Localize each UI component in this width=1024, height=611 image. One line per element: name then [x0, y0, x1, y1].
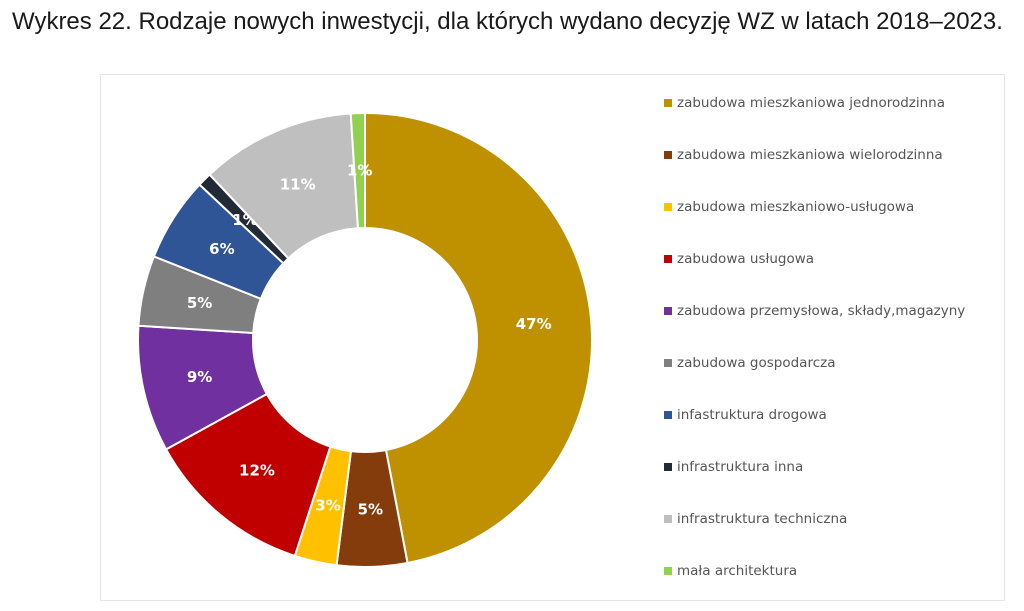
legend-swatch — [664, 359, 672, 367]
data-label-zabudowa-przemyslowa-sklady-magazyny: 9% — [187, 368, 212, 386]
data-label-mala-architektura: 1% — [347, 162, 372, 180]
data-label-zabudowa-uslugowa: 12% — [239, 462, 275, 480]
legend-item-infrastruktura-inna: infrastruktura inna — [664, 459, 803, 475]
legend-item-mala-architektura: mała architektura — [664, 563, 797, 579]
legend-item-zabudowa-uslugowa: zabudowa usługowa — [664, 251, 814, 267]
legend-item-zabudowa-gospodarcza: zabudowa gospodarcza — [664, 355, 836, 371]
data-label-zabudowa-gospodarcza: 5% — [187, 294, 212, 312]
legend-label: zabudowa mieszkaniowo-usługowa — [677, 199, 915, 215]
data-label-infastruktura-drogowa: 6% — [209, 240, 234, 258]
data-label-zabudowa-mieszkaniowa-jednorodzinna: 47% — [516, 315, 552, 333]
legend-swatch — [664, 151, 672, 159]
legend-label: infrastruktura techniczna — [677, 511, 848, 527]
legend-label: infastruktura drogowa — [677, 407, 827, 423]
data-label-zabudowa-mieszkaniowa-wielorodzinna: 5% — [358, 500, 383, 518]
legend-item-zabudowa-mieszkaniowa-wielorodzinna: zabudowa mieszkaniowa wielorodzinna — [664, 147, 943, 163]
legend-swatch — [664, 255, 672, 263]
legend-label: zabudowa usługowa — [677, 251, 815, 267]
chart-frame — [100, 74, 1005, 601]
legend-swatch — [664, 203, 672, 211]
legend-swatch — [664, 515, 672, 523]
legend-item-infastruktura-drogowa: infastruktura drogowa — [664, 407, 827, 423]
legend-item-infrastruktura-techniczna: infrastruktura techniczna — [664, 511, 847, 527]
legend-label: zabudowa mieszkaniowa wielorodzinna — [677, 147, 943, 163]
slice-zabudowa-mieszkaniowa-jednorodzinna — [364, 111, 593, 565]
legend-swatch — [664, 463, 672, 471]
legend-label: zabudowa mieszkaniowa jednorodzinna — [677, 95, 946, 111]
legend-item-zabudowa-przemyslowa-sklady-magazyny: zabudowa przemysłowa, składy,magazyny — [664, 303, 965, 319]
legend-item-zabudowa-mieszkaniowo-uslugowa: zabudowa mieszkaniowo-usługowa — [664, 199, 914, 215]
legend-label: zabudowa gospodarcza — [677, 355, 836, 371]
chart-title: Wykres 22. Rodzaje nowych inwestycji, dl… — [12, 8, 1003, 35]
legend-swatch — [664, 307, 672, 315]
legend-label: zabudowa przemysłowa, składy,magazyny — [677, 303, 966, 319]
legend-swatch — [664, 411, 672, 419]
data-label-infrastruktura-techniczna: 11% — [280, 175, 316, 193]
legend-label: infrastruktura inna — [677, 459, 804, 475]
slice-mala-architektura — [349, 111, 366, 230]
data-label-zabudowa-mieszkaniowo-uslugowa: 3% — [315, 496, 340, 514]
legend-item-zabudowa-mieszkaniowa-jednorodzinna: zabudowa mieszkaniowa jednorodzinna — [664, 95, 945, 111]
donut-chart: 47%5%3%12%9%5%6%1%11%1% — [137, 111, 593, 568]
legend-swatch — [664, 567, 672, 575]
legend-swatch — [664, 99, 672, 107]
legend-label: mała architektura — [677, 563, 798, 579]
